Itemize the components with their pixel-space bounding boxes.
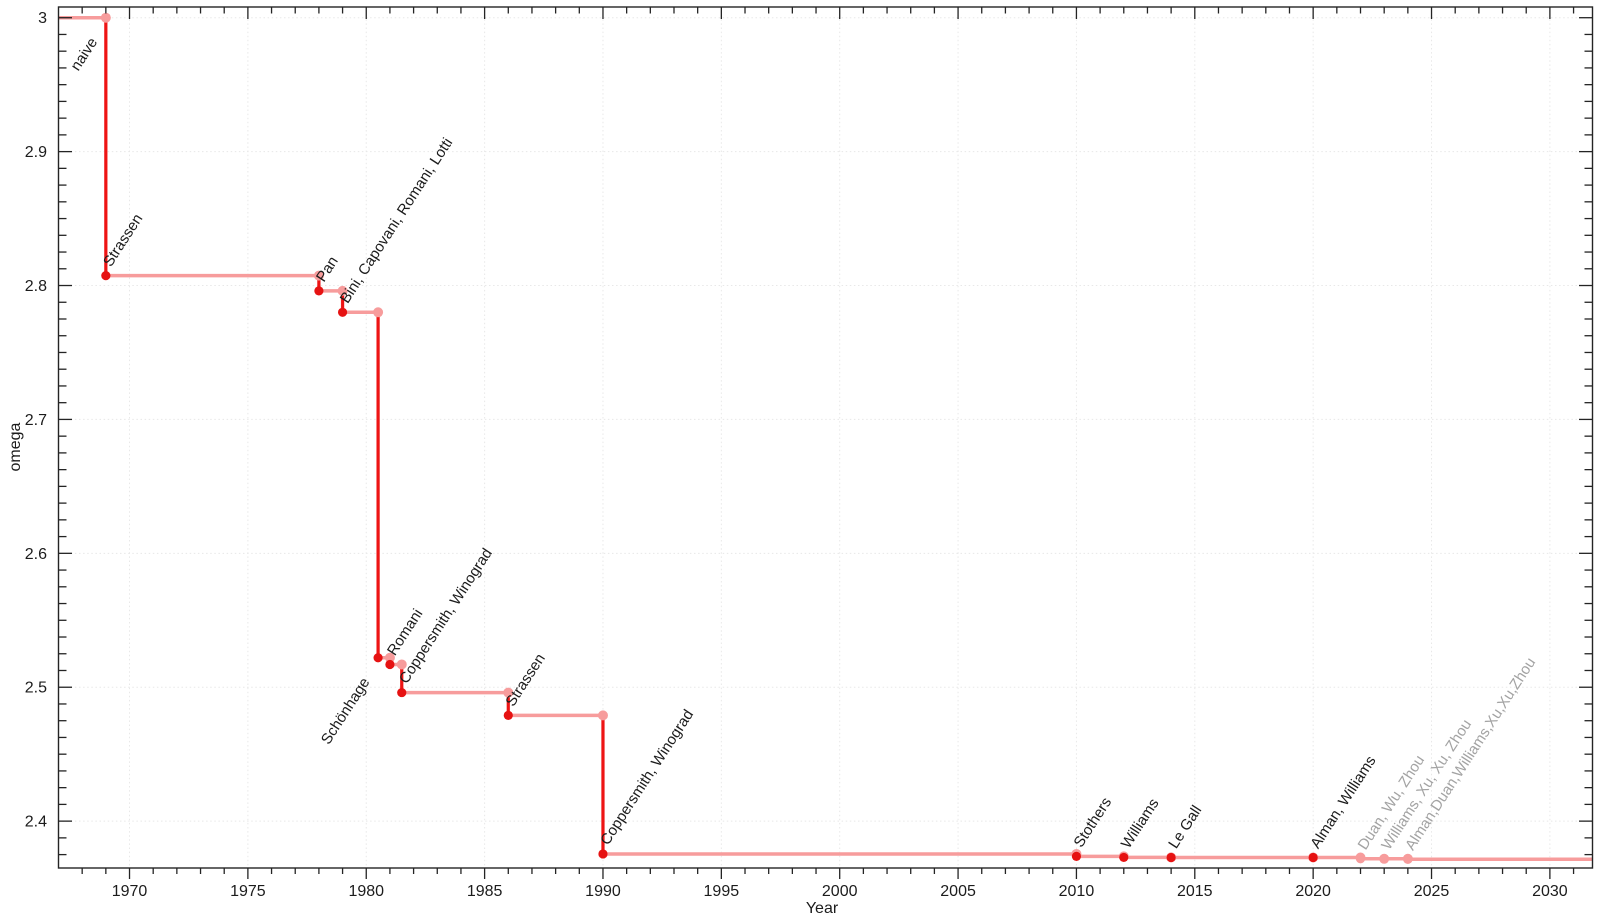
- x-tick-label: 1985: [467, 883, 503, 900]
- x-tick-label: 2000: [822, 883, 858, 900]
- data-point-marker: [1308, 852, 1318, 863]
- y-tick-label: 2.7: [25, 412, 47, 429]
- step-line: [58, 15, 1593, 861]
- data-point-marker: [503, 710, 513, 720]
- x-tick-label: 1990: [585, 883, 621, 900]
- data-point-marker: [1403, 854, 1413, 864]
- data-point-marker: [101, 271, 111, 281]
- step-corner-marker: [313, 270, 324, 281]
- annotation-label: Stothers: [1071, 794, 1116, 850]
- x-tick-label: 1980: [348, 883, 384, 900]
- annotation-label: Alman,Duan,Williams,Xu,Xu,Zhou: [1402, 655, 1539, 854]
- annotation-label: naive: [67, 35, 101, 74]
- x-tick-label: 1995: [704, 883, 740, 900]
- data-point-marker: [385, 659, 395, 670]
- step-corner-marker: [396, 659, 407, 670]
- x-tick-label: 2025: [1414, 883, 1450, 900]
- step-corner-marker: [597, 710, 608, 721]
- annotation-label: Strassen: [502, 651, 549, 710]
- x-tick-label: 1975: [230, 883, 266, 900]
- annotation-label: Bini, Capovani, Romani, Lotti: [337, 135, 457, 306]
- data-point-marker: [373, 653, 383, 663]
- step-corner-marker: [503, 687, 514, 698]
- x-tick-label: 2005: [940, 883, 976, 900]
- step-corner-marker: [100, 12, 111, 23]
- data-point-marker: [598, 849, 608, 859]
- annotation-label: Le Gall: [1165, 803, 1205, 852]
- x-tick-label: 1970: [112, 883, 148, 900]
- data-point-marker: [337, 307, 348, 317]
- x-tick-label: 2015: [1177, 883, 1213, 900]
- x-tick-label: 2020: [1295, 883, 1331, 900]
- annotation-label: Coppersmith, Winograd: [597, 707, 697, 848]
- annotation-label: Williams: [1118, 796, 1163, 852]
- x-axis-title: Year: [805, 900, 839, 917]
- y-axis-title: omega: [7, 422, 24, 472]
- y-tick-label: 2.5: [25, 680, 47, 697]
- data-point-marker: [1071, 851, 1082, 861]
- step-corner-marker: [337, 285, 348, 296]
- x-tick-label: 2010: [1059, 883, 1095, 900]
- step-corner-marker: [373, 307, 384, 318]
- step-corner-marker: [384, 652, 395, 663]
- y-tick-label: 2.8: [25, 278, 47, 295]
- y-tick-label: 2.9: [25, 144, 47, 161]
- data-point-marker: [1355, 854, 1366, 864]
- data-point-marker: [1119, 852, 1129, 863]
- data-point-marker: [1166, 852, 1176, 863]
- data-point-marker: [1379, 854, 1389, 864]
- y-tick-label: 2.4: [25, 814, 47, 831]
- data-point-marker: [397, 687, 407, 698]
- y-tick-label: 3: [38, 10, 47, 27]
- y-tick-label: 2.6: [25, 546, 47, 563]
- annotation-label: Schönhage: [318, 675, 374, 748]
- data-point-marker: [314, 286, 324, 296]
- x-tick-label: 2030: [1532, 883, 1568, 900]
- plot-frame: [57, 6, 1594, 869]
